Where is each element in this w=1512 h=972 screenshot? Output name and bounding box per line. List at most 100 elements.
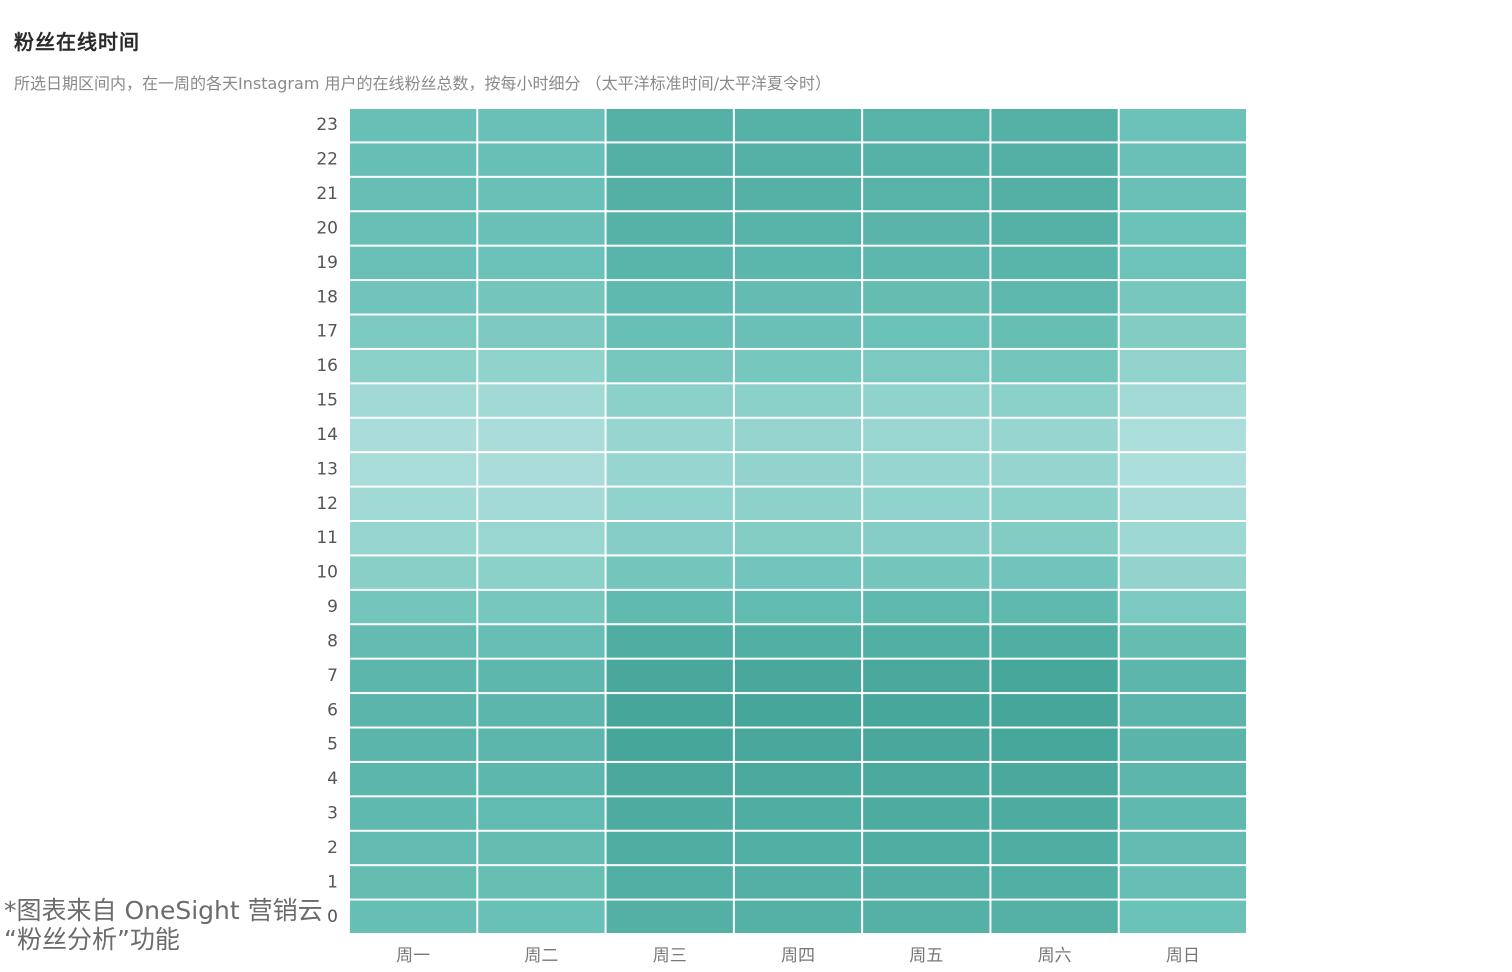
heatmap-cell-周五-15 — [863, 384, 990, 417]
heatmap-cell-周五-8 — [863, 625, 990, 658]
heatmap-cell-周日-1 — [1119, 866, 1246, 899]
y-tick-label: 9 — [327, 597, 338, 617]
heatmap-cell-周三-6 — [606, 694, 733, 727]
heatmap-cell-周二-23 — [478, 109, 605, 142]
heatmap-cell-周六-1 — [991, 866, 1118, 899]
heatmap-cell-周六-6 — [991, 694, 1118, 727]
heatmap-cell-周六-19 — [991, 246, 1118, 280]
heatmap-cell-周五-11 — [863, 522, 990, 555]
heatmap-cell-周二-21 — [478, 177, 605, 211]
heatmap-cell-周六-0 — [991, 900, 1118, 933]
y-tick-label: 15 — [316, 391, 338, 411]
heatmap-cell-周四-13 — [734, 453, 862, 486]
y-tick-label: 0 — [327, 907, 338, 927]
heatmap-cell-周三-7 — [606, 659, 733, 693]
heatmap-cell-周二-11 — [478, 522, 605, 555]
heatmap-cell-周一-15 — [350, 384, 477, 417]
heatmap-cell-周一-0 — [350, 900, 477, 933]
heatmap-cell-周五-21 — [863, 177, 990, 211]
heatmap-cell-周四-17 — [734, 315, 862, 348]
heatmap-cell-周四-8 — [734, 625, 862, 658]
heatmap-cell-周四-6 — [734, 694, 862, 727]
heatmap-cell-周五-6 — [863, 694, 990, 727]
heatmap-cell-周二-4 — [478, 762, 605, 796]
heatmap-cell-周四-11 — [734, 522, 862, 555]
heatmap-cell-周日-11 — [1119, 522, 1246, 555]
heatmap-cell-周四-20 — [734, 212, 862, 245]
x-tick-label: 周四 — [781, 946, 815, 966]
heatmap-cell-周二-13 — [478, 453, 605, 486]
heatmap-cell-周六-5 — [991, 728, 1118, 761]
heatmap-cell-周一-4 — [350, 762, 477, 796]
y-tick-label: 8 — [327, 631, 338, 651]
heatmap-cell-周一-7 — [350, 659, 477, 693]
heatmap-cell-周三-5 — [606, 728, 733, 761]
heatmap-cell-周六-14 — [991, 418, 1118, 452]
heatmap-cell-周二-22 — [478, 143, 605, 176]
heatmap-cell-周日-18 — [1119, 281, 1246, 314]
watermark: *图表来自 OneSight 营销云 “粉丝分析”功能 — [4, 896, 323, 954]
heatmap-cell-周一-3 — [350, 797, 477, 830]
heatmap-cell-周六-16 — [991, 349, 1118, 383]
y-tick-label: 1 — [327, 872, 338, 892]
heatmap-cell-周二-2 — [478, 831, 605, 865]
heatmap-cell-周一-18 — [350, 281, 477, 314]
heatmap-cell-周六-8 — [991, 625, 1118, 658]
heatmap-cell-周二-12 — [478, 487, 605, 520]
heatmap-cell-周一-21 — [350, 177, 477, 211]
heatmap-cell-周三-19 — [606, 246, 733, 280]
heatmap-cell-周一-20 — [350, 212, 477, 245]
heatmap-cell-周三-11 — [606, 522, 733, 555]
heatmap-cell-周一-11 — [350, 522, 477, 555]
x-tick-label: 周日 — [1166, 946, 1200, 966]
heatmap-cell-周一-10 — [350, 556, 477, 589]
heatmap-cell-周四-7 — [734, 659, 862, 693]
heatmap-cell-周日-4 — [1119, 762, 1246, 796]
heatmap-cell-周五-14 — [863, 418, 990, 452]
heatmap-cell-周日-0 — [1119, 900, 1246, 933]
heatmap-cell-周日-22 — [1119, 143, 1246, 176]
heatmap-cell-周一-8 — [350, 625, 477, 658]
heatmap-cell-周三-8 — [606, 625, 733, 658]
heatmap-cell-周六-3 — [991, 797, 1118, 830]
heatmap-cell-周四-21 — [734, 177, 862, 211]
heatmap-cell-周二-18 — [478, 281, 605, 314]
heatmap-cell-周六-15 — [991, 384, 1118, 417]
heatmap-cell-周三-1 — [606, 866, 733, 899]
x-tick-label: 周六 — [1038, 946, 1072, 966]
heatmap-cell-周一-1 — [350, 866, 477, 899]
y-tick-label: 12 — [316, 494, 338, 514]
heatmap-cell-周五-16 — [863, 349, 990, 383]
heatmap-cell-周日-10 — [1119, 556, 1246, 589]
heatmap-cell-周一-5 — [350, 728, 477, 761]
heatmap-cell-周三-21 — [606, 177, 733, 211]
heatmap-cell-周一-23 — [350, 109, 477, 142]
heatmap-cell-周六-11 — [991, 522, 1118, 555]
heatmap-cell-周三-20 — [606, 212, 733, 245]
heatmap-cell-周五-9 — [863, 590, 990, 624]
y-tick-label: 21 — [316, 184, 338, 204]
heatmap-cell-周六-9 — [991, 590, 1118, 624]
heatmap-cell-周五-3 — [863, 797, 990, 830]
heatmap-cell-周六-7 — [991, 659, 1118, 693]
y-tick-label: 23 — [316, 115, 338, 135]
heatmap-cell-周三-10 — [606, 556, 733, 589]
heatmap-cell-周日-16 — [1119, 349, 1246, 383]
heatmap-cell-周三-16 — [606, 349, 733, 383]
heatmap-cell-周五-18 — [863, 281, 990, 314]
heatmap-cell-周三-15 — [606, 384, 733, 417]
heatmap-cell-周四-9 — [734, 590, 862, 624]
heatmap-cell-周二-15 — [478, 384, 605, 417]
heatmap-cell-周三-4 — [606, 762, 733, 796]
heatmap-cell-周日-17 — [1119, 315, 1246, 348]
x-tick-label: 周二 — [524, 946, 558, 966]
heatmap-cell-周六-10 — [991, 556, 1118, 589]
heatmap-cell-周五-19 — [863, 246, 990, 280]
heatmap-cell-周五-2 — [863, 831, 990, 865]
heatmap-cell-周二-1 — [478, 866, 605, 899]
heatmap-cell-周一-12 — [350, 487, 477, 520]
y-tick-label: 18 — [316, 287, 338, 307]
y-tick-label: 7 — [327, 666, 338, 686]
heatmap-cell-周五-23 — [863, 109, 990, 142]
watermark-line-1: *图表来自 OneSight 营销云 — [4, 896, 323, 925]
